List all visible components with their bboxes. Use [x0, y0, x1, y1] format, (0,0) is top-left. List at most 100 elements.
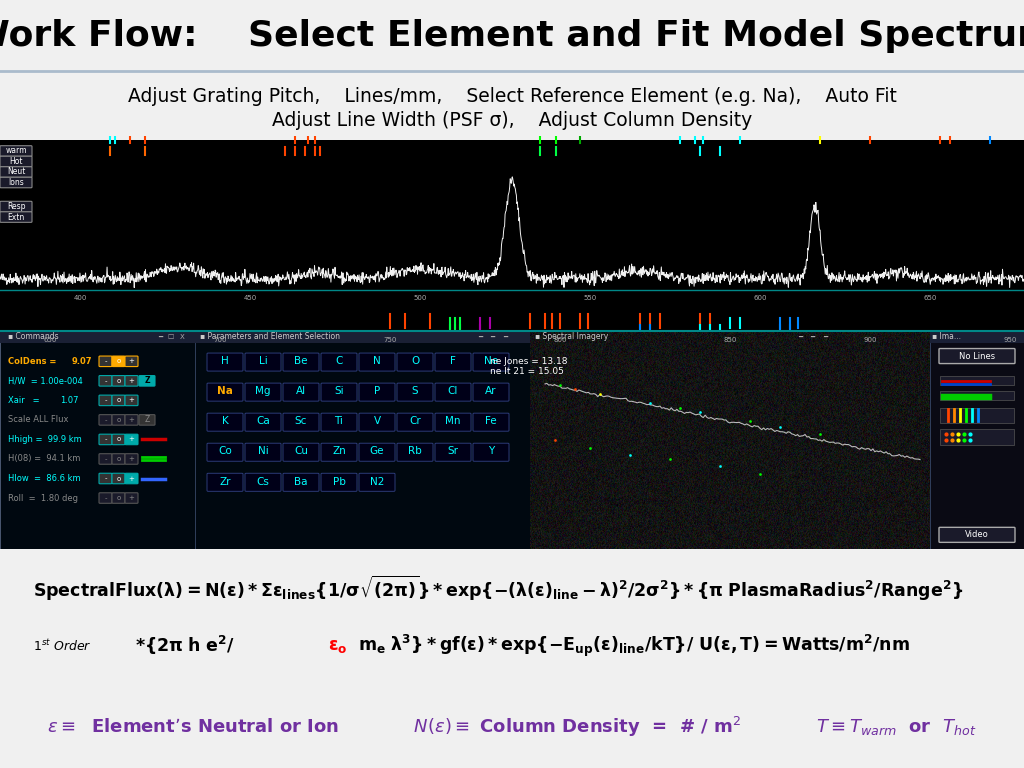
FancyBboxPatch shape	[125, 356, 138, 366]
Text: Cr: Cr	[410, 416, 421, 426]
Text: Sr: Sr	[447, 446, 459, 456]
Text: o: o	[117, 359, 121, 364]
Text: ▪ Parameters and Element Selection: ▪ Parameters and Element Selection	[200, 332, 340, 341]
Text: Ti: Ti	[335, 416, 343, 426]
Bar	[195, 330, 530, 343]
Text: F: F	[451, 356, 456, 366]
FancyBboxPatch shape	[0, 146, 32, 156]
Text: 650: 650	[43, 337, 56, 343]
FancyBboxPatch shape	[207, 413, 243, 431]
FancyBboxPatch shape	[359, 443, 395, 462]
FancyBboxPatch shape	[207, 443, 243, 462]
Text: Z: Z	[144, 415, 150, 425]
FancyBboxPatch shape	[139, 376, 155, 386]
Bar	[530, 330, 930, 343]
FancyBboxPatch shape	[939, 349, 1015, 363]
Text: +: +	[129, 417, 134, 423]
FancyBboxPatch shape	[473, 353, 509, 371]
Text: P: P	[374, 386, 380, 396]
FancyBboxPatch shape	[0, 156, 32, 167]
FancyBboxPatch shape	[283, 413, 319, 431]
Text: No Lines: No Lines	[958, 352, 995, 360]
FancyBboxPatch shape	[435, 413, 471, 431]
FancyBboxPatch shape	[0, 201, 32, 212]
Text: N: N	[373, 356, 381, 366]
Text: +: +	[129, 456, 134, 462]
Text: Ge: Ge	[370, 446, 384, 456]
Text: $\bf{m_e \ \lambda^3 \}  * gf(\varepsilon)  * exp\{ - E_{up}(\varepsilon)_{line}: $\bf{m_e \ \lambda^3 \} * gf(\varepsilon…	[358, 632, 910, 659]
FancyBboxPatch shape	[0, 167, 32, 177]
FancyBboxPatch shape	[112, 454, 125, 464]
Text: 700: 700	[213, 337, 226, 343]
FancyBboxPatch shape	[0, 212, 32, 222]
Text: Fe: Fe	[485, 416, 497, 426]
FancyBboxPatch shape	[397, 443, 433, 462]
Text: 850: 850	[723, 337, 736, 343]
FancyBboxPatch shape	[99, 376, 112, 386]
FancyBboxPatch shape	[112, 473, 125, 484]
FancyBboxPatch shape	[125, 493, 138, 503]
Text: Si: Si	[334, 386, 344, 396]
FancyBboxPatch shape	[473, 443, 509, 462]
Text: +: +	[129, 378, 134, 384]
FancyBboxPatch shape	[125, 434, 138, 445]
FancyBboxPatch shape	[99, 395, 112, 406]
Text: 1.07: 1.07	[60, 396, 79, 405]
Text: Resp: Resp	[7, 202, 26, 211]
FancyBboxPatch shape	[321, 443, 357, 462]
FancyBboxPatch shape	[473, 383, 509, 401]
Text: Rb: Rb	[409, 446, 422, 456]
FancyBboxPatch shape	[321, 383, 357, 401]
Text: $\bf{*  \{ 2 \pi \ h \ e^2 / }$: $\bf{* \{ 2 \pi \ h \ e^2 / }$	[134, 634, 234, 657]
Text: Cs: Cs	[257, 476, 269, 486]
Text: Na: Na	[217, 386, 232, 396]
Text: Hhigh =  99.9 km: Hhigh = 99.9 km	[8, 435, 82, 444]
Text: ▪ Commands: ▪ Commands	[8, 332, 58, 341]
Text: -: -	[104, 456, 106, 462]
Text: ☐: ☐	[167, 333, 173, 339]
Bar	[0, 331, 195, 549]
Text: Ar: Ar	[485, 386, 497, 396]
Text: Sc: Sc	[295, 416, 307, 426]
FancyBboxPatch shape	[435, 443, 471, 462]
Bar	[930, 331, 1024, 549]
Text: warm: warm	[5, 147, 27, 155]
FancyBboxPatch shape	[139, 415, 155, 425]
Text: Mn: Mn	[445, 416, 461, 426]
Text: 800: 800	[553, 337, 566, 343]
Text: Adjust Line Width (PSF σ),    Adjust Column Density: Adjust Line Width (PSF σ), Adjust Column…	[272, 111, 752, 131]
FancyBboxPatch shape	[112, 415, 125, 425]
Text: 500: 500	[414, 295, 427, 301]
FancyBboxPatch shape	[321, 353, 357, 371]
Text: Ba: Ba	[294, 476, 308, 486]
Text: 650: 650	[924, 295, 937, 301]
Text: o: o	[117, 495, 121, 501]
Text: Adjust Grating Pitch,    Lines/mm,    Select Reference Element (e.g. Na),    Aut: Adjust Grating Pitch, Lines/mm, Select R…	[128, 88, 896, 106]
Text: ━: ━	[158, 333, 162, 339]
Text: o: o	[117, 378, 121, 384]
FancyBboxPatch shape	[125, 395, 138, 406]
Text: +: +	[129, 475, 134, 482]
Text: Ions: Ions	[8, 178, 24, 187]
Text: Work Flow:    Select Element and Fit Model Spectrum: Work Flow: Select Element and Fit Model …	[0, 18, 1024, 53]
FancyBboxPatch shape	[359, 353, 395, 371]
FancyBboxPatch shape	[321, 473, 357, 492]
FancyBboxPatch shape	[397, 383, 433, 401]
Text: Zn: Zn	[332, 446, 346, 456]
FancyBboxPatch shape	[283, 353, 319, 371]
Text: Hot: Hot	[9, 157, 23, 166]
FancyBboxPatch shape	[245, 473, 281, 492]
FancyBboxPatch shape	[112, 376, 125, 386]
Bar	[940, 408, 1014, 423]
Text: N2: N2	[370, 476, 384, 486]
FancyBboxPatch shape	[397, 413, 433, 431]
Text: Roll  =  1.80 deg: Roll = 1.80 deg	[8, 494, 78, 502]
Text: 750: 750	[383, 337, 396, 343]
FancyBboxPatch shape	[435, 383, 471, 401]
Text: ━: ━	[823, 333, 827, 339]
Text: $\bf{\varepsilon_o}$: $\bf{\varepsilon_o}$	[329, 637, 348, 654]
FancyBboxPatch shape	[283, 443, 319, 462]
FancyBboxPatch shape	[112, 434, 125, 445]
Text: o: o	[117, 417, 121, 423]
Text: ━: ━	[478, 333, 482, 339]
